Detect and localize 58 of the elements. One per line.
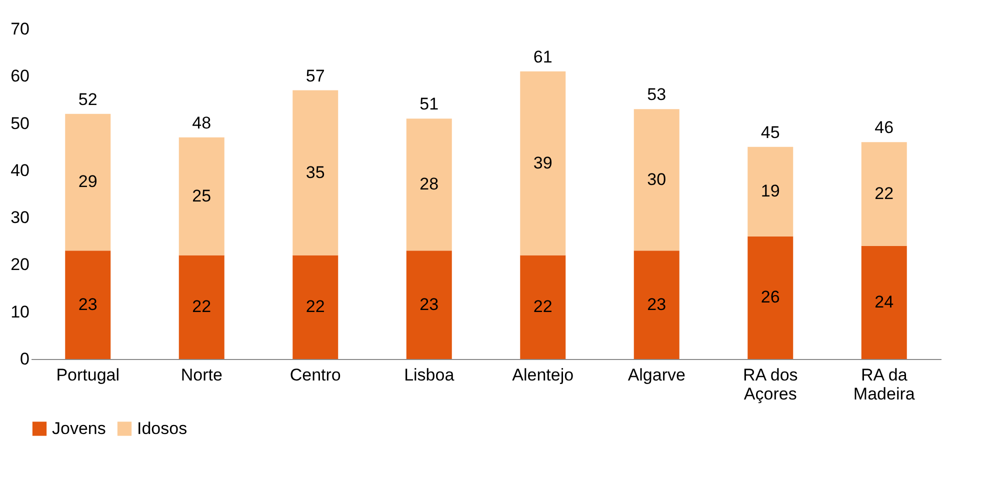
bar <box>292 90 338 256</box>
bar <box>178 255 224 359</box>
x-tick-label: Norte <box>180 366 222 384</box>
y-tick-label: 20 <box>10 255 30 274</box>
bar <box>861 142 907 246</box>
data-label: 35 <box>306 162 325 182</box>
x-tick-label: Centro <box>290 366 341 384</box>
data-label: 22 <box>306 297 325 316</box>
bar <box>65 250 111 359</box>
bar <box>406 118 452 251</box>
bar <box>406 250 452 359</box>
bar <box>65 114 111 251</box>
legend-label: Jovens <box>52 418 106 438</box>
bar <box>861 246 907 359</box>
x-tick-label: Portugal <box>56 366 120 384</box>
data-label: 22 <box>533 297 552 316</box>
legend-label: Idosos <box>137 418 188 438</box>
bar <box>748 236 794 359</box>
total-label: 46 <box>874 118 894 138</box>
bar <box>748 146 794 236</box>
bar <box>520 71 566 256</box>
data-label: 29 <box>78 172 98 192</box>
data-label: 30 <box>647 170 666 189</box>
data-label: 26 <box>760 288 780 307</box>
data-label: 23 <box>647 294 666 314</box>
data-label: 28 <box>420 174 439 194</box>
total-label: 61 <box>533 47 552 66</box>
data-label: 39 <box>533 153 552 172</box>
data-label: 24 <box>874 292 894 312</box>
total-label: 53 <box>647 85 666 104</box>
bar <box>178 137 224 256</box>
y-tick-label: 0 <box>20 350 30 368</box>
bar <box>292 255 338 359</box>
x-tick-label: Algarve <box>628 366 686 384</box>
y-tick-label: 50 <box>10 114 30 133</box>
y-tick-label: 10 <box>10 302 30 322</box>
x-tick-label: Alentejo <box>512 366 574 384</box>
total-label: 52 <box>78 90 98 109</box>
bar <box>520 255 566 359</box>
data-label: 19 <box>760 182 780 201</box>
bar <box>634 109 680 251</box>
total-label: 48 <box>192 113 212 132</box>
y-tick-label: 70 <box>10 20 30 38</box>
total-label: 45 <box>760 122 780 142</box>
total-label: 51 <box>420 94 439 114</box>
x-tick-label: RA da Madeira <box>853 366 916 404</box>
data-label: 22 <box>874 184 894 203</box>
bar <box>634 250 680 359</box>
y-tick-label: 60 <box>10 66 30 86</box>
data-label: 23 <box>78 294 98 314</box>
data-label: 22 <box>192 297 212 316</box>
data-label: 23 <box>420 294 439 314</box>
data-label: 25 <box>192 186 212 206</box>
total-label: 57 <box>306 66 325 86</box>
x-tick-label: Lisboa <box>404 366 455 384</box>
y-tick-label: 30 <box>10 208 30 228</box>
y-tick-label: 40 <box>10 160 30 180</box>
x-tick-label: RA dos Açores <box>742 366 798 404</box>
